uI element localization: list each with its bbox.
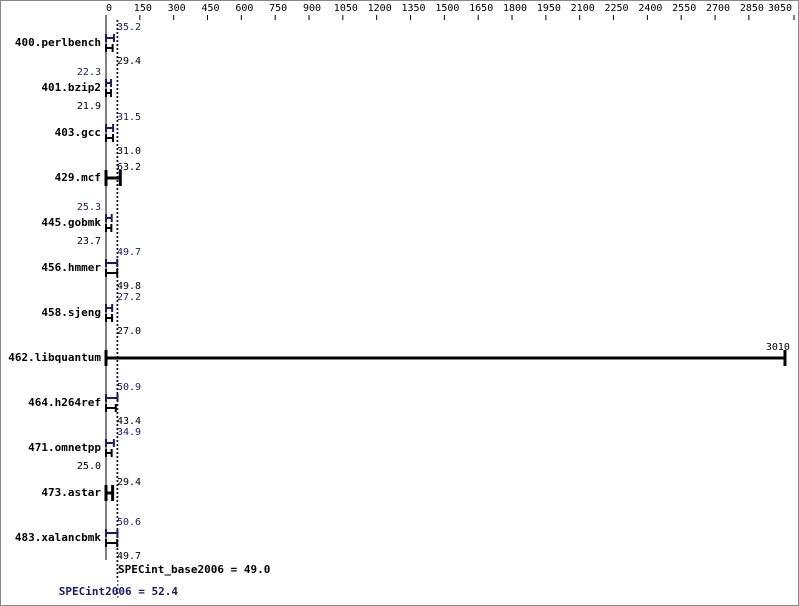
data-label: 49.7 bbox=[117, 551, 141, 562]
category-label: 403.gcc bbox=[55, 126, 101, 139]
data-label: 21.9 bbox=[77, 101, 101, 112]
x-tick-label: 1200 bbox=[368, 3, 392, 14]
x-tick-label: 2550 bbox=[672, 3, 696, 14]
data-label: 23.7 bbox=[77, 236, 101, 247]
bar bbox=[104, 170, 122, 186]
x-tick-label: 2700 bbox=[706, 3, 730, 14]
reference-label: SPECint2006 = 52.4 bbox=[59, 585, 179, 598]
x-tick-label: 2100 bbox=[571, 3, 595, 14]
bar bbox=[105, 44, 114, 52]
bar bbox=[105, 304, 114, 312]
reference-label: SPECint_base2006 = 49.0 bbox=[118, 563, 270, 576]
data-label: 3010 bbox=[766, 342, 790, 353]
data-label: 35.2 bbox=[117, 22, 141, 33]
x-tick-label: 750 bbox=[269, 3, 287, 14]
x-tick-label: 3050 bbox=[768, 3, 792, 14]
x-tick-label: 300 bbox=[168, 3, 186, 14]
x-tick-label: 450 bbox=[201, 3, 219, 14]
bar bbox=[105, 34, 115, 42]
data-label: 43.4 bbox=[117, 416, 141, 427]
data-label: 50.6 bbox=[117, 517, 141, 528]
bar bbox=[105, 539, 119, 547]
category-label: 456.hmmer bbox=[41, 261, 101, 274]
category-label: 445.gobmk bbox=[41, 216, 101, 229]
data-label: 22.3 bbox=[77, 67, 101, 78]
bar bbox=[105, 214, 113, 222]
bar bbox=[105, 529, 119, 537]
bar bbox=[105, 134, 114, 142]
bar bbox=[105, 269, 119, 277]
category-label: 483.xalancbmk bbox=[15, 531, 101, 544]
data-label: 27.0 bbox=[117, 326, 141, 337]
data-label: 31.5 bbox=[117, 112, 141, 123]
bar bbox=[105, 439, 115, 447]
data-label: 63.2 bbox=[117, 162, 141, 173]
bar bbox=[105, 79, 113, 87]
data-label: 49.8 bbox=[117, 281, 141, 292]
data-label: 49.7 bbox=[117, 247, 141, 258]
category-label: 401.bzip2 bbox=[41, 81, 101, 94]
data-label: 25.0 bbox=[77, 461, 101, 472]
category-label: 471.omnetpp bbox=[28, 441, 101, 454]
bar bbox=[105, 314, 114, 322]
category-label: 429.mcf bbox=[55, 171, 101, 184]
bar bbox=[105, 394, 119, 402]
x-tick-label: 1800 bbox=[503, 3, 527, 14]
x-tick-label: 2850 bbox=[740, 3, 764, 14]
bar bbox=[105, 89, 112, 97]
bar bbox=[104, 350, 787, 366]
x-tick-label: 600 bbox=[235, 3, 253, 14]
x-tick-label: 1350 bbox=[401, 3, 425, 14]
data-label: 27.2 bbox=[117, 292, 141, 303]
category-label: 462.libquantum bbox=[8, 351, 101, 364]
bar bbox=[105, 124, 115, 132]
data-label: 31.0 bbox=[117, 146, 141, 157]
data-label: 29.4 bbox=[117, 56, 141, 67]
category-label: 400.perlbench bbox=[15, 36, 101, 49]
x-tick-label: 150 bbox=[134, 3, 152, 14]
bar bbox=[105, 259, 119, 267]
data-label: 34.9 bbox=[117, 427, 141, 438]
bar bbox=[104, 485, 115, 501]
x-tick-label: 0 bbox=[106, 3, 112, 14]
bar bbox=[105, 449, 113, 457]
bar bbox=[105, 404, 117, 412]
category-label: 464.h264ref bbox=[28, 396, 101, 409]
data-label: 50.9 bbox=[117, 382, 141, 393]
x-tick-label: 1650 bbox=[469, 3, 493, 14]
data-label: 25.3 bbox=[77, 202, 101, 213]
x-tick-label: 1500 bbox=[435, 3, 459, 14]
x-tick-label: 900 bbox=[303, 3, 321, 14]
x-tick-label: 2250 bbox=[604, 3, 628, 14]
x-tick-label: 1950 bbox=[537, 3, 561, 14]
category-label: 473.astar bbox=[41, 486, 101, 499]
x-tick-label: 2400 bbox=[638, 3, 662, 14]
x-tick-label: 1050 bbox=[334, 3, 358, 14]
data-label: 29.4 bbox=[117, 477, 141, 488]
category-label: 458.sjeng bbox=[41, 306, 101, 319]
bar bbox=[105, 224, 113, 232]
